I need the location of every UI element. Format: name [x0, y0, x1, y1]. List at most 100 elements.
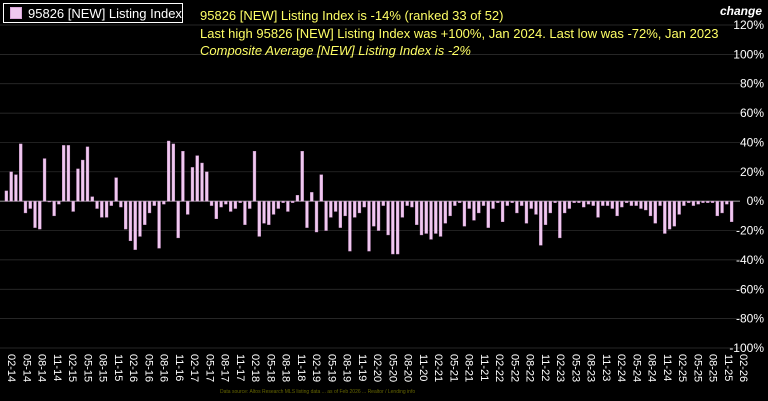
bar — [663, 200, 667, 234]
bar — [338, 200, 343, 228]
bar — [295, 195, 300, 202]
bar — [186, 200, 190, 215]
x-tick-label: 02-21 — [432, 354, 444, 382]
bar — [85, 146, 90, 202]
y-tick-label: -40% — [736, 253, 764, 267]
x-tick-label: 02-26 — [737, 354, 749, 382]
bar — [534, 200, 538, 215]
bar — [286, 200, 290, 212]
bar — [486, 200, 490, 228]
bar-series — [4, 140, 734, 255]
bar — [677, 200, 681, 215]
bar — [672, 200, 676, 227]
bar — [233, 200, 238, 209]
bar — [95, 200, 99, 209]
bar — [100, 200, 104, 218]
bar — [104, 200, 109, 218]
bar — [634, 200, 638, 206]
bar — [543, 200, 548, 225]
bar — [539, 200, 543, 246]
x-tick-label: 08-18 — [280, 354, 292, 382]
bar — [124, 200, 128, 230]
bar — [582, 200, 586, 208]
y-tick-label: 100% — [733, 47, 764, 61]
bar — [257, 200, 261, 237]
grid-lines — [0, 24, 740, 349]
bar — [353, 200, 357, 218]
bar — [147, 200, 152, 214]
bar — [66, 145, 71, 202]
x-tick-label: 05-16 — [142, 354, 154, 382]
data-credit: Data source: Altos Research MLS listing … — [220, 389, 416, 395]
bar — [625, 200, 629, 203]
x-tick-label: 02-20 — [371, 354, 383, 382]
bar — [143, 200, 147, 225]
bar — [706, 200, 710, 203]
bar — [329, 200, 333, 218]
bar — [381, 200, 385, 206]
bar — [696, 200, 700, 205]
x-tick-label: 05-23 — [569, 354, 581, 382]
annotation-composite: Composite Average [NEW] Listing Index is… — [200, 43, 471, 58]
bar — [453, 200, 457, 206]
bar — [42, 158, 47, 202]
bar — [601, 200, 605, 206]
x-tick-label: 08-19 — [341, 354, 353, 382]
bar — [577, 200, 581, 203]
bar — [138, 200, 142, 237]
bar — [701, 200, 705, 203]
bar — [667, 200, 672, 230]
bar — [305, 200, 309, 228]
bar — [448, 200, 452, 217]
bar — [47, 200, 51, 203]
bar — [57, 200, 61, 205]
bar — [467, 200, 471, 209]
x-tick-label: 05-21 — [447, 354, 459, 382]
legend: 95826 [NEW] Listing Index — [3, 3, 183, 23]
x-tick-label: 02-22 — [493, 354, 505, 382]
annotation-high-low: Last high 95826 [NEW] Listing Index was … — [200, 26, 719, 41]
y-tick-label: 60% — [740, 106, 764, 120]
bar — [214, 200, 218, 219]
bar — [644, 200, 648, 211]
x-tick-label: 11-15 — [112, 354, 124, 381]
x-tick-label: 11-18 — [295, 354, 307, 381]
y-tick-label: 0% — [747, 194, 765, 208]
x-tick-label: 08-24 — [646, 354, 658, 382]
bar — [23, 200, 28, 214]
bar — [300, 151, 304, 202]
x-tick-label: 11-17 — [234, 354, 246, 381]
bar — [324, 200, 328, 231]
bar — [586, 200, 591, 205]
legend-label: 95826 [NEW] Listing Index — [28, 5, 182, 21]
y-tick-label: 80% — [740, 77, 764, 91]
bar — [267, 200, 271, 225]
bar — [496, 200, 500, 203]
bar — [33, 200, 37, 228]
x-tick-label: 02-15 — [66, 354, 78, 382]
bar — [362, 200, 366, 208]
bar — [248, 200, 252, 209]
bar — [529, 200, 533, 209]
annotation-current: 95826 [NEW] Listing Index is -14% (ranke… — [200, 8, 504, 23]
x-tick-label: 05-14 — [20, 354, 32, 382]
bar — [558, 200, 562, 239]
bar — [610, 200, 614, 209]
bar — [620, 200, 624, 208]
x-tick-label: 05-19 — [325, 354, 337, 382]
bar — [396, 200, 400, 255]
bar — [71, 200, 75, 212]
x-tick-label: 11-19 — [356, 354, 368, 381]
y-tick-label: -100% — [729, 341, 764, 355]
x-tick-label: 11-25 — [722, 354, 734, 381]
bar — [171, 143, 176, 202]
bar — [629, 200, 634, 206]
bar — [238, 200, 242, 203]
x-tick-label: 05-17 — [203, 354, 215, 382]
bar — [605, 200, 610, 206]
bar — [166, 140, 171, 202]
bar — [205, 171, 209, 202]
x-axis-ticks: 02-14 05-14 08-14 11-14 02-15 05-15 08-15 11-15… — [5, 354, 749, 382]
bar — [415, 200, 419, 225]
bar — [520, 200, 524, 206]
